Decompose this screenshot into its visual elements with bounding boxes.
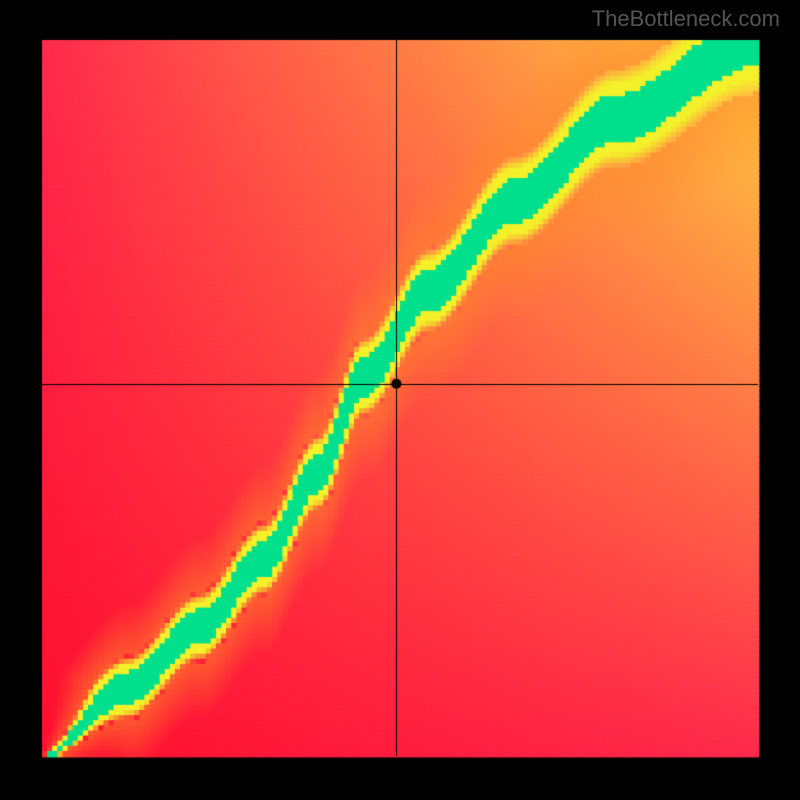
heatmap-canvas bbox=[0, 0, 800, 800]
chart-container: TheBottleneck.com bbox=[0, 0, 800, 800]
watermark-text: TheBottleneck.com bbox=[592, 6, 780, 32]
